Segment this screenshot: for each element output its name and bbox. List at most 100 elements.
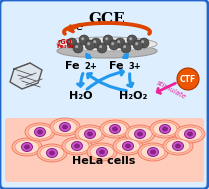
Circle shape (75, 45, 78, 48)
Circle shape (141, 40, 144, 43)
Ellipse shape (57, 37, 157, 51)
Ellipse shape (185, 129, 195, 139)
Ellipse shape (163, 137, 193, 155)
Text: Fe: Fe (110, 61, 124, 71)
Ellipse shape (49, 150, 55, 156)
Ellipse shape (28, 125, 52, 139)
Ellipse shape (62, 137, 92, 155)
Ellipse shape (178, 127, 202, 141)
Circle shape (129, 37, 132, 40)
Circle shape (97, 43, 107, 53)
Ellipse shape (53, 120, 77, 134)
Ellipse shape (15, 140, 39, 154)
Ellipse shape (125, 125, 155, 143)
Circle shape (105, 37, 108, 40)
Circle shape (133, 40, 143, 50)
Ellipse shape (112, 126, 118, 132)
Text: GCE: GCE (89, 12, 125, 26)
Ellipse shape (57, 44, 157, 58)
Ellipse shape (175, 143, 181, 149)
Ellipse shape (87, 132, 93, 136)
Ellipse shape (103, 122, 127, 136)
Ellipse shape (24, 145, 30, 149)
Text: HeLa cells: HeLa cells (72, 156, 136, 166)
Ellipse shape (141, 145, 165, 159)
Ellipse shape (40, 146, 64, 160)
Ellipse shape (153, 122, 177, 136)
Circle shape (79, 35, 89, 45)
Ellipse shape (137, 132, 143, 136)
Text: H₂O: H₂O (69, 91, 93, 101)
Circle shape (115, 38, 125, 48)
Ellipse shape (60, 122, 70, 132)
Ellipse shape (172, 142, 184, 150)
Ellipse shape (150, 149, 156, 154)
Ellipse shape (100, 120, 130, 138)
Circle shape (85, 40, 95, 50)
Ellipse shape (87, 143, 117, 161)
Ellipse shape (162, 126, 168, 132)
Ellipse shape (116, 139, 140, 153)
Circle shape (109, 40, 119, 50)
Circle shape (73, 43, 83, 53)
Ellipse shape (128, 127, 152, 141)
Ellipse shape (37, 129, 43, 135)
Ellipse shape (90, 145, 114, 159)
Text: Fe₃O₄: Fe₃O₄ (56, 44, 74, 50)
Circle shape (121, 43, 131, 53)
Circle shape (111, 42, 114, 45)
Ellipse shape (122, 142, 134, 150)
Ellipse shape (110, 125, 121, 133)
Polygon shape (10, 63, 42, 89)
Text: e⁻: e⁻ (76, 19, 90, 33)
Text: rGO: rGO (58, 39, 72, 45)
Circle shape (103, 35, 113, 45)
Circle shape (139, 38, 149, 48)
Circle shape (123, 45, 126, 48)
Ellipse shape (22, 143, 33, 152)
Ellipse shape (159, 125, 171, 133)
Circle shape (99, 45, 102, 48)
Ellipse shape (75, 125, 105, 143)
Ellipse shape (37, 144, 67, 162)
Ellipse shape (166, 139, 190, 153)
FancyBboxPatch shape (5, 118, 204, 182)
Ellipse shape (135, 129, 145, 139)
Text: 3+: 3+ (128, 62, 141, 71)
Text: CTF: CTF (180, 74, 196, 84)
Ellipse shape (148, 147, 158, 156)
Circle shape (177, 68, 199, 90)
Circle shape (127, 35, 137, 45)
Text: 2+: 2+ (84, 62, 97, 71)
Ellipse shape (84, 129, 96, 139)
Circle shape (91, 38, 101, 48)
Ellipse shape (25, 123, 55, 141)
Ellipse shape (46, 149, 57, 157)
Circle shape (69, 40, 72, 43)
Ellipse shape (12, 138, 42, 156)
Circle shape (81, 37, 84, 40)
Ellipse shape (175, 125, 205, 143)
Ellipse shape (74, 143, 80, 149)
Circle shape (87, 42, 90, 45)
Ellipse shape (99, 149, 105, 154)
Circle shape (135, 42, 138, 45)
Circle shape (117, 40, 120, 43)
Ellipse shape (65, 139, 89, 153)
Circle shape (93, 40, 96, 43)
Ellipse shape (62, 125, 68, 129)
Ellipse shape (150, 120, 180, 138)
Circle shape (67, 38, 77, 48)
Ellipse shape (78, 127, 102, 141)
Ellipse shape (113, 137, 143, 155)
Text: H₂O₂: H₂O₂ (119, 91, 147, 101)
Ellipse shape (187, 132, 193, 136)
Ellipse shape (50, 118, 80, 136)
Ellipse shape (34, 128, 46, 136)
Ellipse shape (97, 147, 107, 156)
Ellipse shape (71, 142, 83, 150)
Text: Fe: Fe (65, 61, 80, 71)
Ellipse shape (138, 143, 168, 161)
Ellipse shape (125, 143, 131, 149)
Text: stimulate: stimulate (155, 80, 187, 100)
